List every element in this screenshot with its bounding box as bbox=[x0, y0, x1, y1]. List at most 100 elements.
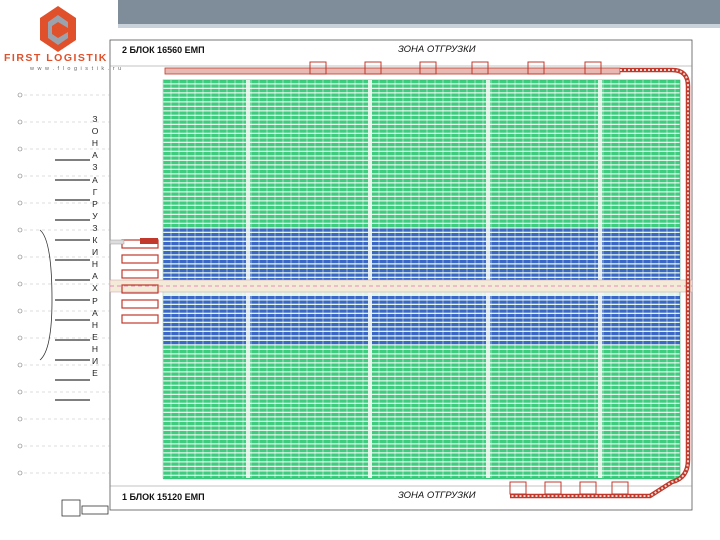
zone-letter: Р bbox=[92, 198, 98, 209]
rack-row bbox=[163, 467, 680, 471]
rack-row bbox=[163, 386, 680, 390]
loading-station bbox=[121, 284, 159, 294]
rack-row bbox=[163, 476, 680, 480]
rack-row bbox=[163, 273, 680, 277]
rack-row bbox=[163, 377, 680, 381]
rack-row bbox=[163, 242, 680, 246]
rack-row bbox=[163, 206, 680, 210]
rack-row bbox=[163, 161, 680, 165]
equipment-unit bbox=[81, 505, 109, 515]
axis-marker bbox=[17, 416, 23, 422]
axis-marker bbox=[17, 146, 23, 152]
rack-row bbox=[163, 165, 680, 169]
cross-aisle bbox=[598, 80, 602, 478]
rack-row bbox=[163, 431, 680, 435]
zone-shipping-top-label: ЗОНА ОТГРУЗКИ bbox=[398, 44, 476, 55]
rack-row bbox=[163, 372, 680, 376]
rack-row bbox=[163, 170, 680, 174]
rack-row bbox=[163, 359, 680, 363]
rack-row bbox=[163, 269, 680, 273]
rack-row bbox=[163, 417, 680, 421]
cross-aisle bbox=[246, 80, 250, 478]
zone-letter: Н bbox=[91, 343, 99, 354]
right-conveyor-rollers bbox=[510, 69, 689, 497]
rack-row bbox=[163, 147, 680, 151]
zone-letter: Г bbox=[92, 186, 98, 197]
rack-row bbox=[163, 219, 680, 223]
axis-marker bbox=[17, 335, 23, 341]
rack-row bbox=[163, 404, 680, 408]
rack-row bbox=[163, 296, 680, 300]
rack-row bbox=[163, 395, 680, 399]
rack-row bbox=[163, 363, 680, 367]
zone-letter: У bbox=[92, 210, 98, 221]
zone-letter: А bbox=[92, 174, 98, 185]
rack-row bbox=[163, 444, 680, 448]
zone-letter: А bbox=[92, 307, 98, 318]
axis-marker bbox=[17, 119, 23, 125]
shipping-station bbox=[364, 61, 382, 75]
zone-letter: И bbox=[91, 356, 99, 366]
axis-marker bbox=[17, 227, 23, 233]
rack-row bbox=[163, 197, 680, 201]
zone-letter: Х bbox=[92, 283, 98, 294]
logo-brand-text: FIRST LOGISTIK bbox=[4, 52, 108, 64]
rack-row bbox=[163, 156, 680, 160]
loading-station bbox=[121, 314, 159, 324]
rack-row bbox=[163, 318, 680, 322]
loading-conveyor bbox=[140, 238, 158, 244]
rack-row bbox=[163, 228, 680, 232]
axis-marker bbox=[17, 281, 23, 287]
rack-row bbox=[163, 471, 680, 475]
zone-letter: А bbox=[92, 271, 98, 282]
rack-row bbox=[163, 93, 680, 97]
zone-letter: З bbox=[92, 162, 98, 173]
rack-row bbox=[163, 336, 680, 340]
shipping-station bbox=[419, 61, 437, 75]
building-outline bbox=[109, 39, 693, 511]
rack-row bbox=[163, 462, 680, 466]
rack-row bbox=[163, 152, 680, 156]
rack-row bbox=[163, 422, 680, 426]
rack-row bbox=[163, 327, 680, 331]
rack-row bbox=[163, 201, 680, 205]
header-bar bbox=[118, 0, 720, 24]
shipping-station bbox=[611, 481, 629, 495]
rack-row bbox=[163, 341, 680, 345]
rack-row bbox=[163, 174, 680, 178]
ramp-outline bbox=[39, 229, 53, 361]
axis-marker bbox=[17, 92, 23, 98]
axis-marker bbox=[17, 470, 23, 476]
zone-letter: А bbox=[92, 150, 98, 161]
header-accent-bar bbox=[118, 24, 720, 28]
shipping-station bbox=[471, 61, 489, 75]
cross-aisle bbox=[368, 80, 372, 478]
rack-row bbox=[163, 255, 680, 259]
rack-row bbox=[163, 426, 680, 430]
logo-url-text: w w w . f l o g i s t i k . r u bbox=[30, 66, 123, 72]
rack-row bbox=[163, 138, 680, 142]
rack-row bbox=[163, 278, 680, 282]
zone-letter: Е bbox=[92, 368, 98, 379]
rack-row bbox=[163, 260, 680, 264]
axis-marker bbox=[17, 308, 23, 314]
zone-letter: Н bbox=[91, 319, 99, 330]
rack-row bbox=[163, 458, 680, 462]
zone-letter: Р bbox=[92, 295, 98, 306]
cross-aisle bbox=[486, 80, 490, 478]
rack-row bbox=[163, 233, 680, 237]
rack-row bbox=[163, 345, 680, 349]
axis-marker bbox=[17, 254, 23, 260]
top-conveyor bbox=[164, 67, 621, 75]
logo-mark-icon bbox=[40, 6, 76, 52]
zone-letter: З bbox=[92, 114, 98, 124]
shipping-station bbox=[579, 481, 597, 495]
axis-marker bbox=[17, 443, 23, 449]
rack-row bbox=[163, 84, 680, 88]
rack-row bbox=[163, 251, 680, 255]
block-1-label: 1 БЛОК 15120 ЕМП bbox=[122, 492, 205, 502]
shipping-station bbox=[527, 61, 545, 75]
shipping-station bbox=[509, 481, 527, 495]
loading-station bbox=[121, 299, 159, 309]
rack-row bbox=[163, 183, 680, 187]
